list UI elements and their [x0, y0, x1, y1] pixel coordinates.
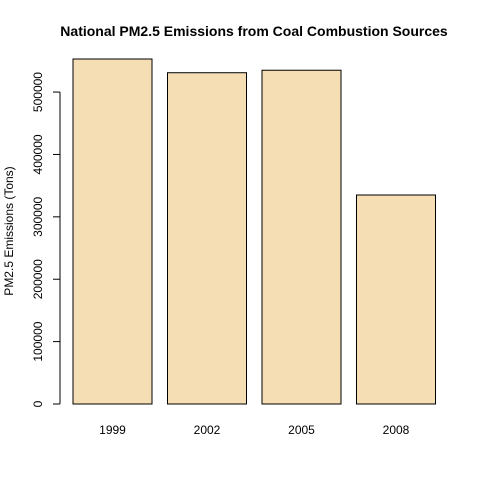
x-tick-label-2002: 2002 [194, 423, 221, 437]
x-tick-label-2008: 2008 [383, 423, 410, 437]
bar-2005 [261, 69, 342, 405]
x-tick-label-2005: 2005 [288, 423, 315, 437]
chart-title: National PM2.5 Emissions from Coal Combu… [60, 23, 448, 39]
bar-2002 [167, 72, 247, 405]
bars-group [72, 58, 436, 405]
y-tick-label-300000: 300000 [31, 196, 45, 236]
y-tick-label-0: 0 [31, 400, 45, 407]
y-tick-label-400000: 400000 [31, 134, 45, 174]
y-axis: 0 100000 200000 300000 400000 500000 [31, 72, 61, 407]
y-tick-label-200000: 200000 [31, 259, 45, 299]
bar-1999 [72, 58, 153, 405]
y-axis-label: PM2.5 Emissions (Tons) [2, 166, 16, 295]
x-axis-labels: 1999 2002 2005 2008 [99, 423, 410, 437]
bar-2008 [356, 194, 436, 405]
y-tick-label-500000: 500000 [31, 72, 45, 112]
x-tick-label-1999: 1999 [99, 423, 126, 437]
y-tick-label-100000: 100000 [31, 321, 45, 361]
